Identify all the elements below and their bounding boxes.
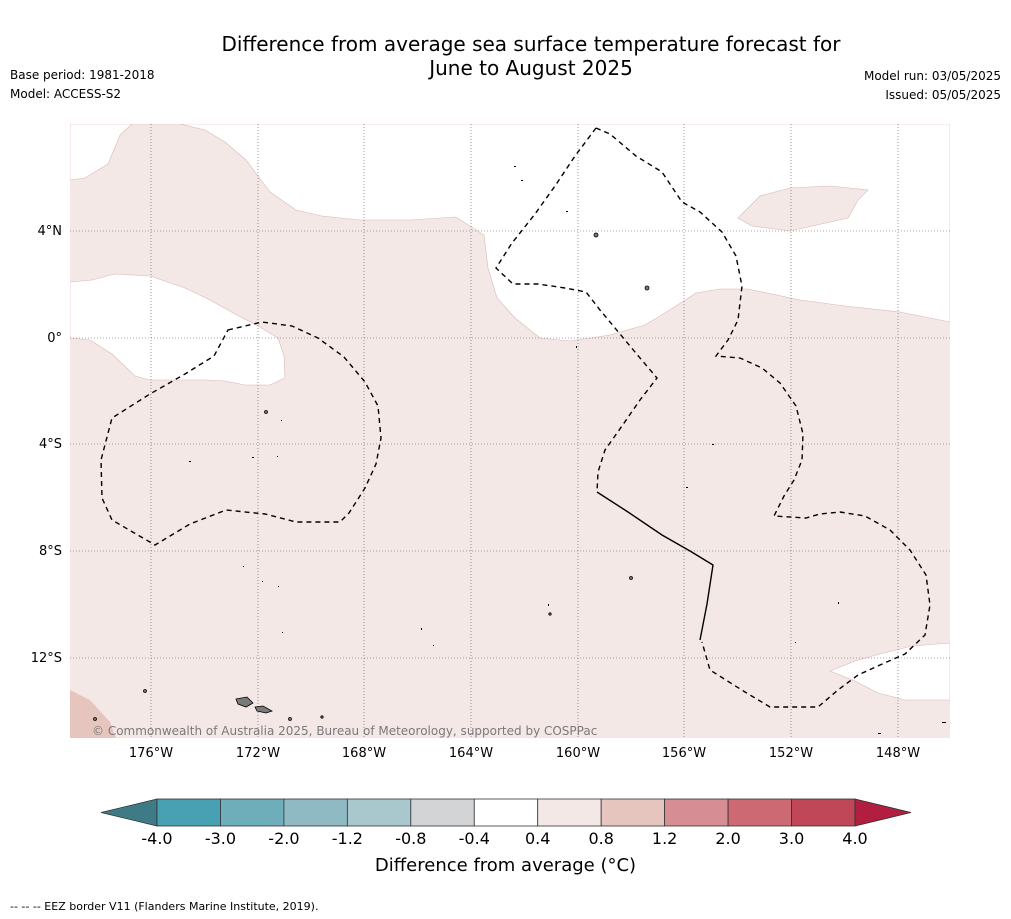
lon-label-168w: 168°W — [341, 746, 387, 761]
base-period: Base period: 1981-2018 — [10, 68, 155, 82]
eez-borders — [100, 127, 931, 708]
graticule — [70, 124, 950, 738]
island-atoll-5 — [548, 612, 552, 616]
colorbar-segment — [537, 798, 602, 827]
island-atoll-6 — [93, 717, 97, 721]
title-line-2: June to August 2025 — [429, 56, 633, 80]
meta-right: Model run: 03/05/2025 Issued: 05/05/2025 — [864, 67, 1001, 105]
island-savaii — [235, 696, 254, 708]
island-atoll-3 — [264, 410, 268, 414]
colorbar-tick-label: 1.2 — [651, 829, 678, 848]
colorbar-tick-label: -2.0 — [268, 829, 300, 848]
island-atoll-2 — [644, 285, 650, 291]
model-run: Model run: 03/05/2025 — [863, 69, 1001, 83]
island-wallis — [143, 689, 147, 693]
lat-label-8s: 8°S — [38, 544, 62, 559]
eez-border-tokelau — [100, 321, 382, 546]
lat-label-4n: 4°N — [37, 224, 63, 239]
anomaly-0.4-0.8-patch-northeast — [737, 185, 869, 232]
colorbar-tick-label: -3.0 — [204, 829, 237, 848]
colorbar-segment — [473, 798, 539, 827]
colorbar — [100, 798, 912, 827]
colorbar-segment — [727, 798, 792, 827]
lat-label-4s: 4°S — [38, 437, 62, 452]
small-islets — [189, 166, 946, 734]
title-line-1: Difference from average sea surface temp… — [221, 32, 841, 56]
islands — [93, 232, 650, 721]
colorbar-tick-label: -1.2 — [331, 829, 363, 848]
lon-label-160w: 160°W — [555, 746, 601, 761]
lat-label-12s: 12°S — [30, 651, 62, 666]
near-average-region-north — [70, 124, 950, 342]
lat-label-equator: 0° — [47, 331, 62, 346]
colorbar-segment — [791, 798, 856, 827]
colorbar-segment — [600, 798, 666, 827]
lon-label-148w: 148°W — [875, 746, 921, 761]
map-title: Difference from average sea surface temp… — [0, 32, 1011, 80]
map-area — [70, 124, 950, 738]
colorbar-tick-label: 4.0 — [842, 829, 868, 848]
colorbar-segment — [283, 798, 348, 827]
colorbar-tick-label: 0.8 — [588, 829, 614, 848]
lon-label-164w: 164°W — [448, 746, 494, 761]
island-atoll-7 — [288, 717, 292, 721]
eez-border-kiribati-line — [595, 127, 931, 708]
copyright-notice: © Commonwealth of Australia 2025, Bureau… — [92, 724, 598, 738]
colorbar-segment — [156, 798, 221, 827]
anomaly-0.8-1.2-patch-southwest — [70, 690, 116, 738]
island-upolu — [254, 705, 273, 714]
near-average-region-west — [70, 273, 286, 386]
lon-label-156w: 156°W — [661, 746, 707, 761]
island-atoll-4 — [629, 576, 633, 580]
lon-label-152w: 152°W — [768, 746, 814, 761]
colorbar-segment — [410, 798, 475, 827]
lon-label-176w: 176°W — [128, 746, 174, 761]
meta-left: Base period: 1981-2018 Model: ACCESS-S2 — [10, 66, 155, 104]
issued-date: Issued: 05/05/2025 — [885, 88, 1001, 102]
colorbar-tick-label: 0.4 — [524, 829, 551, 848]
colorbar-segment — [220, 798, 285, 827]
colorbar-tick-label: -0.4 — [458, 829, 490, 848]
colorbar-tick-label: -4.0 — [141, 829, 173, 848]
colorbar-tick-label: 3.0 — [778, 829, 805, 848]
eez-legend-note: -- -- -- EEZ border V11 (Flanders Marine… — [10, 900, 319, 913]
colorbar-tick-label: -0.8 — [395, 829, 427, 848]
colorbar-segment — [664, 798, 729, 827]
island-atoll-1 — [593, 232, 599, 238]
lon-label-172w: 172°W — [235, 746, 281, 761]
island-atoll-8 — [320, 715, 324, 719]
colorbar-tick-label: 2.0 — [715, 829, 741, 848]
colorbar-segment — [346, 798, 412, 827]
colorbar-label: Difference from average (°C) — [374, 855, 637, 876]
colorbar-arrow-low — [100, 798, 158, 827]
eez-border-cook-islands-north — [596, 491, 714, 641]
colorbar-arrow-high — [854, 798, 912, 827]
model-name: Model: ACCESS-S2 — [10, 87, 122, 101]
near-average-region-southeast — [829, 642, 950, 701]
